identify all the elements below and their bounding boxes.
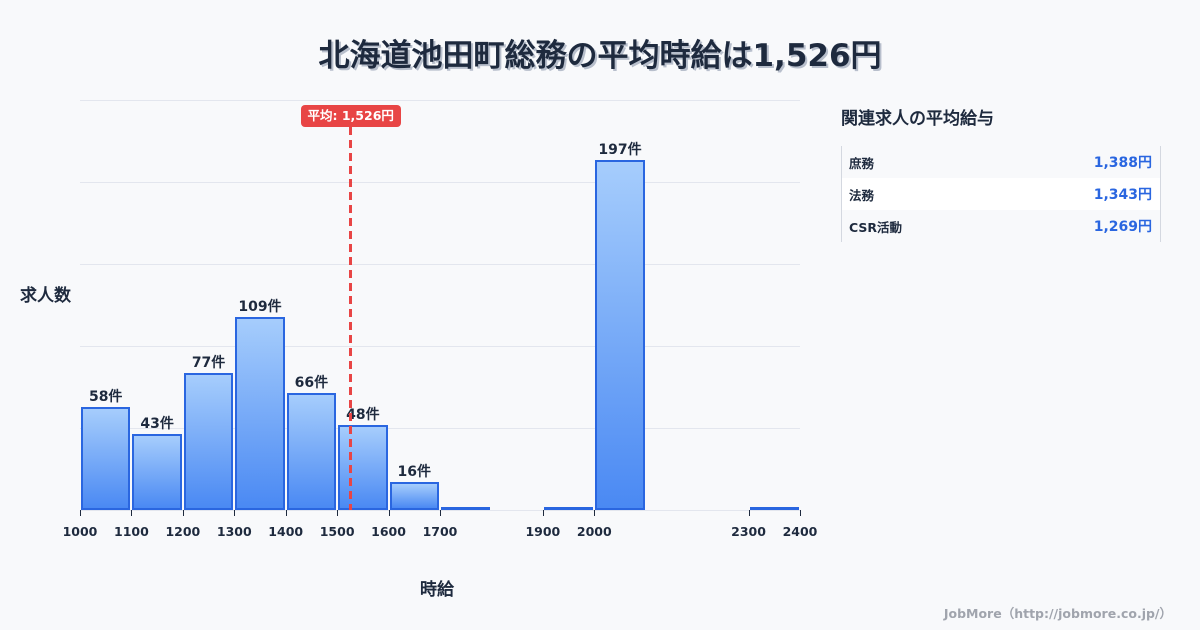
x-tick-label: 2300 bbox=[731, 524, 766, 539]
x-tick-label: 1300 bbox=[216, 524, 252, 539]
grid-line bbox=[80, 264, 800, 265]
x-axis-label: 時給 bbox=[420, 580, 454, 600]
grid-line bbox=[80, 428, 800, 429]
x-tick-label: 1600 bbox=[371, 524, 406, 539]
x-tick-label: 1200 bbox=[165, 524, 201, 539]
histogram-bar bbox=[235, 316, 285, 510]
x-tick bbox=[80, 510, 81, 516]
histogram-bar bbox=[595, 160, 645, 510]
x-tick-label: 1700 bbox=[422, 524, 458, 539]
x-tick-label: 1500 bbox=[319, 524, 355, 539]
footer-credit: JobMore（http://jobmore.co.jp/） bbox=[943, 606, 1172, 621]
histogram-bar bbox=[81, 407, 131, 510]
related-jobs-table: 庶務 1,388円 法務 1,343円 CSR活動 1,269円 bbox=[841, 146, 1161, 242]
bar-value-label: 48件 bbox=[346, 406, 380, 423]
related-job-name: CSR活動 bbox=[849, 219, 903, 235]
x-tick bbox=[234, 510, 235, 516]
x-tick bbox=[543, 510, 544, 516]
bar-value-label: 197件 bbox=[598, 142, 642, 159]
related-job-name: 法務 bbox=[849, 187, 875, 203]
bar-value-label: 66件 bbox=[294, 374, 329, 391]
x-tick bbox=[183, 510, 184, 516]
x-tick bbox=[131, 510, 132, 516]
related-job-row: CSR活動 1,269円 bbox=[842, 210, 1160, 242]
bar-value-label: 16件 bbox=[397, 463, 432, 480]
x-tick bbox=[594, 510, 595, 516]
x-tick bbox=[800, 510, 801, 516]
grid-line bbox=[80, 346, 800, 347]
grid-line bbox=[80, 182, 800, 183]
histogram-bar bbox=[132, 433, 182, 510]
histogram-bar bbox=[338, 424, 388, 510]
histogram-bar bbox=[543, 507, 594, 510]
bar-value-label: 43件 bbox=[140, 415, 174, 432]
related-job-name: 庶務 bbox=[849, 155, 875, 171]
histogram-chart: 求人数 時給 58件 43件 77件 109件 66件 48件 16件 197件 1000 11… bbox=[20, 100, 817, 600]
x-tick bbox=[286, 510, 287, 516]
grid-line bbox=[80, 100, 800, 101]
related-job-wage: 1,269円 bbox=[1093, 219, 1152, 235]
histogram-bar bbox=[286, 392, 337, 510]
page-title: 北海道池田町総務の平均時給は1,526円 bbox=[318, 38, 882, 74]
x-tick-label: 2000 bbox=[576, 524, 612, 539]
bar-value-label: 77件 bbox=[191, 355, 226, 372]
histogram-bar bbox=[389, 481, 439, 510]
histogram-bar bbox=[441, 507, 491, 510]
x-tick-label: 1100 bbox=[114, 524, 149, 539]
y-axis-label: 求人数 bbox=[20, 286, 71, 306]
x-tick bbox=[749, 510, 750, 516]
mean-badge: 平均: 1,526円 bbox=[300, 105, 401, 127]
histogram-bar bbox=[183, 373, 234, 510]
related-job-row: 法務 1,343円 bbox=[842, 178, 1160, 210]
x-tick-label: 2400 bbox=[782, 524, 818, 539]
x-tick-label: 1900 bbox=[525, 524, 561, 539]
x-tick bbox=[389, 510, 390, 516]
x-tick bbox=[337, 510, 338, 516]
related-job-wage: 1,388円 bbox=[1093, 155, 1152, 171]
x-tick-label: 1400 bbox=[268, 524, 304, 539]
histogram-bar bbox=[749, 507, 799, 510]
x-tick-label: 1000 bbox=[62, 524, 98, 539]
related-jobs-panel: 関連求人の平均給与 庶務 1,388円 法務 1,343円 CSR活動 1,26… bbox=[841, 104, 1161, 242]
related-jobs-title: 関連求人の平均給与 bbox=[841, 109, 994, 129]
mean-line bbox=[349, 127, 352, 510]
x-tick bbox=[440, 510, 441, 516]
bar-value-label: 58件 bbox=[88, 389, 123, 406]
bar-value-label: 109件 bbox=[238, 298, 282, 315]
related-job-row: 庶務 1,388円 bbox=[842, 146, 1160, 178]
related-job-wage: 1,343円 bbox=[1093, 187, 1152, 203]
